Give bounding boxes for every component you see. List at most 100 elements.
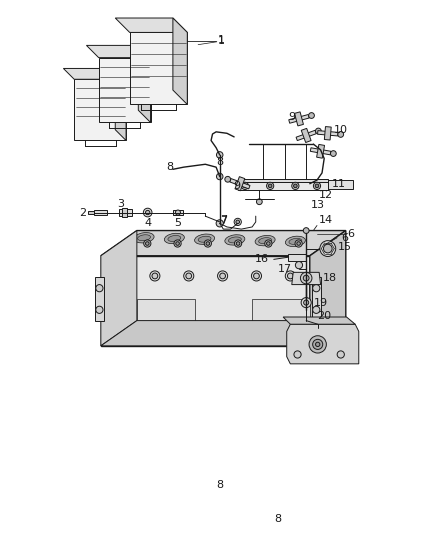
Circle shape [241, 182, 248, 190]
Ellipse shape [285, 236, 305, 247]
Circle shape [265, 240, 272, 247]
Text: 4: 4 [144, 217, 151, 228]
Bar [252, 299, 310, 335]
Ellipse shape [289, 238, 302, 244]
Bar [137, 299, 194, 335]
Polygon shape [115, 68, 126, 141]
Polygon shape [283, 317, 355, 324]
Circle shape [313, 285, 320, 292]
Polygon shape [325, 126, 331, 140]
Circle shape [295, 240, 302, 247]
Ellipse shape [194, 234, 215, 245]
Circle shape [145, 211, 150, 215]
Ellipse shape [164, 233, 184, 244]
Circle shape [313, 340, 323, 350]
Text: 11: 11 [332, 179, 346, 189]
Circle shape [96, 285, 103, 292]
Circle shape [315, 342, 320, 346]
Text: 9: 9 [233, 181, 240, 191]
Ellipse shape [138, 235, 151, 241]
Polygon shape [115, 18, 187, 33]
Polygon shape [230, 179, 250, 189]
Polygon shape [318, 131, 338, 136]
Circle shape [218, 271, 228, 281]
Polygon shape [301, 128, 311, 142]
Ellipse shape [228, 237, 241, 243]
Circle shape [254, 273, 259, 279]
Polygon shape [101, 256, 310, 346]
Text: 1: 1 [218, 35, 225, 45]
Text: 14: 14 [319, 215, 333, 225]
Ellipse shape [134, 232, 154, 243]
Text: 9: 9 [288, 112, 295, 123]
Text: 19: 19 [313, 297, 328, 308]
Bar [123, 208, 127, 217]
Circle shape [268, 184, 272, 188]
Circle shape [174, 240, 181, 247]
Text: 12: 12 [319, 190, 333, 199]
Polygon shape [173, 18, 187, 104]
Text: 13: 13 [311, 200, 325, 211]
Text: 18: 18 [323, 273, 337, 283]
Bar [119, 209, 132, 216]
Circle shape [300, 272, 312, 284]
Polygon shape [101, 321, 346, 346]
Circle shape [176, 242, 180, 245]
Circle shape [304, 300, 309, 305]
Circle shape [313, 306, 320, 313]
Ellipse shape [225, 235, 245, 245]
Text: 7: 7 [220, 216, 227, 226]
Text: 20: 20 [317, 311, 331, 320]
Polygon shape [74, 79, 126, 141]
Bar [312, 277, 321, 321]
Circle shape [320, 240, 336, 256]
Bar [238, 182, 328, 190]
Circle shape [324, 244, 332, 253]
Polygon shape [317, 144, 325, 158]
Circle shape [150, 271, 160, 281]
Text: 8: 8 [216, 480, 223, 490]
Circle shape [184, 271, 194, 281]
Circle shape [234, 219, 241, 225]
Circle shape [331, 151, 336, 156]
Ellipse shape [198, 236, 211, 242]
Polygon shape [287, 324, 359, 364]
Circle shape [315, 184, 319, 188]
Circle shape [267, 242, 270, 245]
Circle shape [118, 273, 124, 279]
Circle shape [267, 182, 274, 190]
Text: 7: 7 [220, 215, 227, 225]
Polygon shape [288, 254, 306, 261]
Circle shape [295, 262, 303, 269]
Text: 1: 1 [218, 36, 225, 46]
Polygon shape [138, 45, 151, 123]
Circle shape [315, 128, 321, 134]
Polygon shape [296, 130, 316, 141]
Text: 8: 8 [216, 157, 223, 167]
Polygon shape [101, 231, 137, 346]
Circle shape [297, 242, 300, 245]
Circle shape [293, 184, 297, 188]
Circle shape [206, 242, 210, 245]
Circle shape [243, 184, 247, 188]
Text: 15: 15 [338, 242, 352, 252]
Circle shape [251, 271, 261, 281]
Polygon shape [311, 148, 331, 155]
Circle shape [175, 210, 180, 215]
Polygon shape [294, 112, 304, 126]
Text: 16: 16 [255, 254, 268, 264]
Circle shape [225, 176, 230, 182]
Bar [238, 179, 328, 182]
Polygon shape [292, 272, 321, 285]
Circle shape [236, 220, 240, 224]
Polygon shape [86, 45, 151, 58]
Circle shape [96, 306, 103, 313]
Circle shape [337, 351, 344, 358]
Circle shape [234, 240, 242, 247]
Circle shape [257, 199, 262, 205]
Circle shape [143, 208, 152, 217]
Circle shape [116, 271, 126, 281]
Circle shape [145, 242, 149, 245]
Circle shape [301, 297, 311, 308]
Circle shape [292, 182, 299, 190]
